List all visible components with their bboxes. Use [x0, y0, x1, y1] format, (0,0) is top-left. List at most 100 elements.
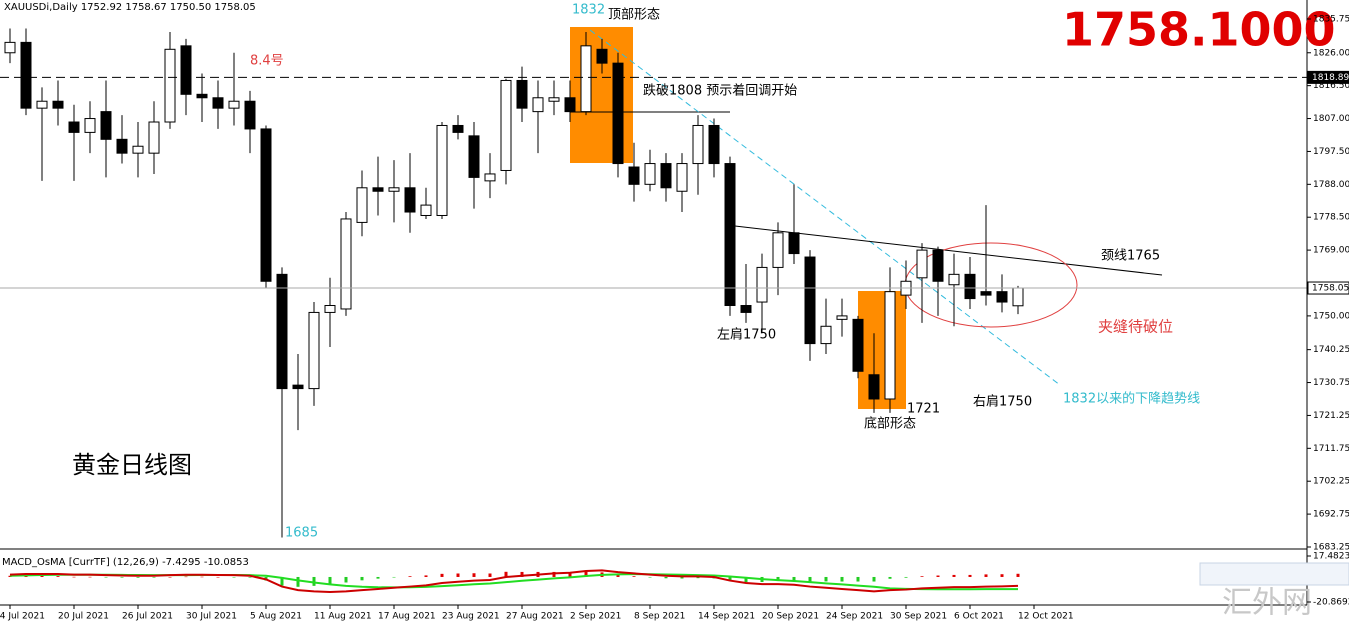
histogram-bar	[408, 576, 412, 577]
histogram-bar	[312, 576, 316, 586]
candle-body	[340, 218, 352, 310]
candle-body	[596, 48, 608, 64]
candle-body	[756, 266, 768, 303]
annotation: 颈线1765	[1101, 249, 1160, 264]
candle-body	[36, 100, 48, 109]
histogram-bar	[1016, 573, 1020, 577]
candle-body	[804, 256, 816, 345]
histogram-bar	[520, 571, 524, 577]
candle-body	[516, 79, 528, 109]
candle-body	[836, 315, 848, 320]
y-tick-label: 1769.00	[1313, 246, 1349, 256]
y-tick-label: 1816.50	[1313, 81, 1349, 91]
annotation: 底部形态	[864, 416, 916, 432]
price-level-box	[1307, 281, 1349, 295]
x-tick-label: 23 Aug 2021	[442, 612, 500, 622]
annotation: 右肩1750	[973, 394, 1032, 410]
histogram-bar	[568, 572, 572, 577]
candle-body	[868, 374, 880, 400]
histogram-bar	[696, 576, 700, 579]
histogram-bar	[8, 575, 12, 577]
toolbar	[1199, 562, 1349, 586]
histogram-bar	[296, 576, 300, 587]
x-tick-label: 2 Sep 2021	[570, 612, 621, 622]
histogram-bar	[328, 576, 332, 585]
x-tick-label: 6 Oct 2021	[954, 612, 1004, 622]
histogram-bar	[888, 576, 892, 579]
histogram-bar	[856, 576, 860, 582]
trend-line	[589, 29, 1061, 386]
histogram-bar	[952, 574, 956, 577]
candle-body	[356, 187, 368, 223]
candle-body	[324, 305, 336, 313]
candle-body	[52, 100, 64, 109]
annotation: 8.4号	[250, 54, 284, 69]
candle-body	[68, 121, 80, 133]
candle-body	[852, 318, 864, 372]
candle-body	[692, 124, 704, 165]
y-tick-label: 1683.25	[1313, 542, 1349, 552]
annotation: 夹缝待破位	[1098, 318, 1173, 336]
histogram-bar	[504, 571, 508, 577]
histogram-bar	[680, 576, 684, 579]
x-tick-label: 26 Jul 2021	[122, 612, 173, 622]
candle-body	[676, 163, 688, 192]
histogram-bar	[632, 576, 636, 577]
candle-body	[404, 187, 416, 213]
histogram-bar	[392, 576, 396, 578]
y-tick-label: 1730.75	[1313, 378, 1349, 388]
histogram-bar	[808, 576, 812, 582]
histogram-bar	[840, 576, 844, 582]
candle-body	[420, 204, 432, 216]
candle-body	[116, 138, 128, 154]
x-tick-label: 11 Aug 2021	[314, 612, 372, 622]
candle-body	[452, 124, 464, 133]
histogram-bar	[648, 576, 652, 578]
histogram-bar	[456, 573, 460, 577]
candle-body	[292, 384, 304, 390]
candle-body	[996, 291, 1008, 303]
y-tick-label: 17.4823	[1313, 552, 1349, 562]
histogram-bar	[872, 576, 876, 582]
candle-body	[84, 118, 96, 133]
x-tick-label: 14 Sep 2021	[698, 612, 755, 622]
candle-body	[500, 79, 512, 171]
histogram-bar	[744, 576, 748, 583]
candle-body	[628, 166, 640, 185]
candle-body	[708, 124, 720, 165]
histogram-bar	[472, 573, 476, 577]
x-tick-label: 17 Aug 2021	[378, 612, 436, 622]
x-tick-label: 14 Jul 2021	[0, 612, 45, 622]
chart-title: 黄金日线图	[72, 451, 192, 479]
annotation: 跌破1808 预示着回调开始	[643, 83, 797, 99]
candle-body	[372, 187, 384, 192]
histogram-bar	[424, 575, 428, 577]
histogram-bar	[56, 576, 60, 577]
candle-body	[788, 232, 800, 255]
price-level-label: 1758.05	[1312, 284, 1349, 294]
price-level-label: 1818.89	[1312, 73, 1349, 83]
y-tick-label: 1740.25	[1313, 345, 1349, 355]
annotation: 顶部形态	[608, 8, 660, 23]
watermark: 汇外网	[1222, 586, 1312, 621]
y-tick-label: 1702.25	[1313, 477, 1349, 487]
candle-body	[244, 100, 256, 130]
candle-body	[212, 97, 224, 109]
annotation: 1721	[907, 402, 940, 417]
histogram-bar	[968, 574, 972, 577]
candle-body	[228, 100, 240, 109]
price-level-box	[1307, 70, 1349, 84]
histogram-bar	[488, 573, 492, 577]
histogram-bar	[184, 576, 188, 578]
histogram-bar	[440, 573, 444, 577]
candle-body	[308, 311, 320, 390]
histogram-bar	[984, 574, 988, 577]
histogram-bar	[152, 576, 156, 578]
y-tick-label: 1692.75	[1313, 510, 1349, 520]
candle-body	[660, 163, 672, 189]
x-tick-label: 20 Jul 2021	[58, 612, 109, 622]
candle-body	[772, 232, 784, 268]
histogram-bar	[728, 576, 732, 582]
